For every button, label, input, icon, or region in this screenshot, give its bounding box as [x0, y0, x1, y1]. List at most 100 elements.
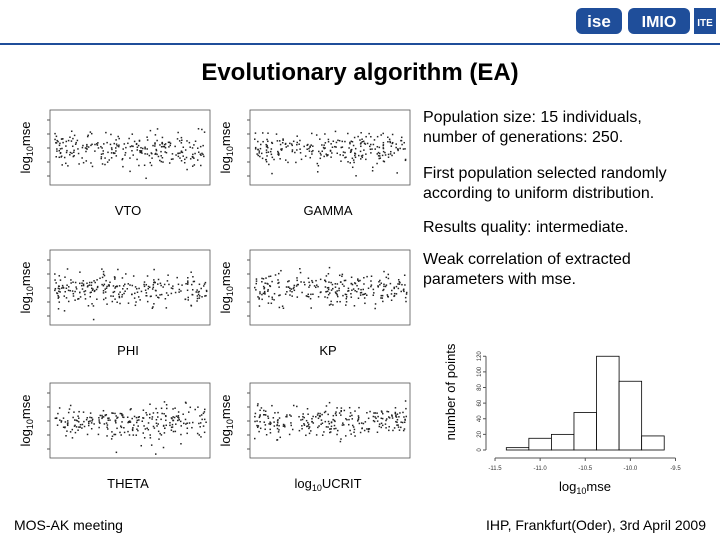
dot [285, 286, 288, 288]
dot [286, 414, 288, 416]
dot [254, 146, 257, 149]
dot [278, 286, 280, 288]
dot [327, 293, 330, 296]
dot [274, 274, 277, 276]
dot [201, 418, 203, 421]
dot [390, 299, 393, 302]
dot [261, 298, 263, 301]
dot [71, 428, 74, 431]
dot [396, 418, 399, 421]
dot [172, 430, 175, 433]
dot [107, 428, 109, 430]
dot [186, 427, 189, 430]
dot [391, 415, 393, 417]
dot [395, 285, 398, 288]
dot [298, 415, 300, 418]
dot [267, 290, 269, 292]
dot [258, 305, 261, 307]
dot [364, 143, 367, 145]
dot [198, 297, 201, 299]
bar [618, 380, 643, 451]
dot [149, 403, 151, 406]
dot [367, 287, 370, 290]
dot [109, 281, 111, 284]
dot [255, 289, 257, 291]
dot [131, 293, 133, 296]
dot [183, 422, 185, 425]
dot [143, 285, 146, 288]
dot [327, 286, 330, 289]
dot [404, 400, 407, 402]
dot [78, 297, 80, 300]
y-label-rest: mse [18, 122, 33, 147]
dot [188, 422, 191, 424]
x-label-sub: 10 [576, 486, 586, 496]
dot [282, 423, 285, 426]
dot [127, 420, 130, 423]
logos: ise IMIO ITE [576, 8, 716, 34]
dot [259, 414, 261, 416]
dot [101, 276, 104, 279]
dot [370, 152, 372, 154]
y-label-base: log [18, 429, 33, 446]
dot [165, 419, 167, 422]
dot [75, 141, 77, 144]
dot [345, 296, 348, 298]
dot [128, 137, 130, 140]
dot [350, 296, 353, 298]
dot [295, 285, 298, 287]
dot [177, 415, 180, 417]
x-label: log10mse [559, 479, 611, 496]
dot [133, 297, 136, 299]
dot [296, 135, 298, 137]
dot [372, 294, 375, 296]
dot [198, 434, 201, 436]
dot [170, 426, 173, 429]
dot [197, 293, 200, 296]
dot [61, 164, 63, 166]
dot [111, 412, 113, 414]
dot [102, 152, 104, 155]
dot [319, 291, 322, 294]
dot [132, 145, 134, 148]
dot [59, 148, 62, 150]
dot [332, 140, 335, 143]
dot [122, 148, 124, 150]
dot [91, 418, 94, 421]
dot [360, 155, 363, 157]
dot [82, 144, 84, 147]
dot [105, 287, 108, 289]
dot [317, 285, 319, 288]
dot [357, 415, 360, 417]
dot [136, 428, 138, 430]
dot [357, 418, 360, 421]
dot [198, 422, 200, 425]
dot [374, 416, 376, 418]
dot [370, 135, 372, 138]
dot [93, 280, 95, 282]
dot [380, 282, 383, 284]
dot [96, 279, 98, 281]
dot [347, 132, 349, 135]
dot [65, 162, 67, 165]
dot [64, 290, 66, 293]
dot [315, 434, 318, 436]
dot [92, 318, 95, 321]
dot [64, 421, 67, 423]
dot [370, 284, 373, 286]
dot [370, 143, 372, 146]
dot [359, 292, 362, 294]
dot [299, 268, 301, 270]
dot [364, 292, 367, 295]
dot [329, 431, 331, 434]
dot [113, 142, 115, 145]
dot [339, 281, 342, 283]
dot [378, 281, 380, 283]
dot [270, 153, 273, 156]
dot [154, 143, 156, 145]
dot [271, 296, 273, 299]
dot [81, 282, 83, 284]
dot [120, 412, 123, 415]
dot [79, 271, 81, 273]
